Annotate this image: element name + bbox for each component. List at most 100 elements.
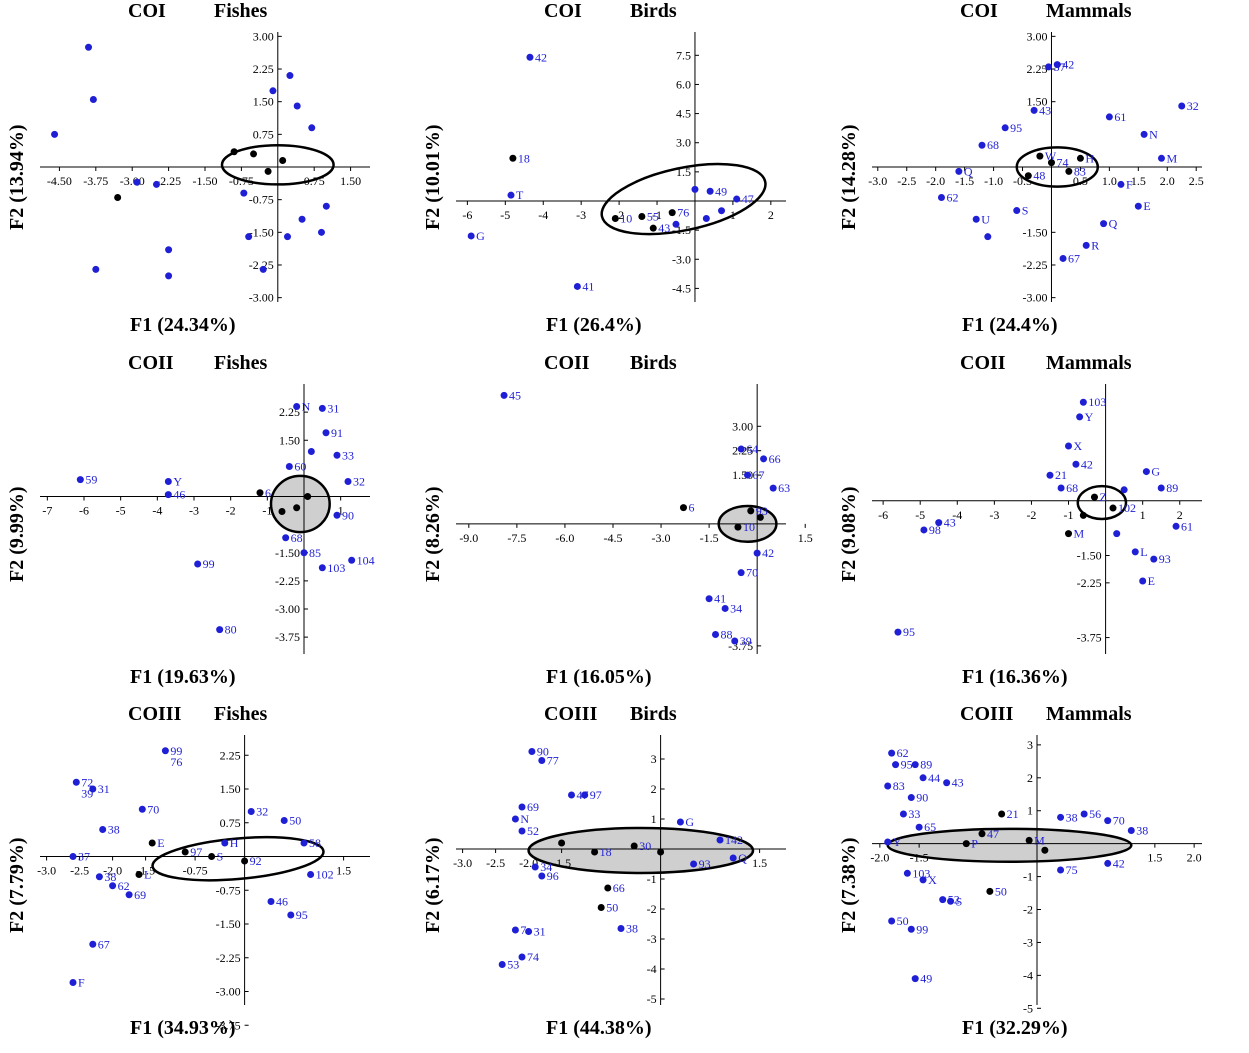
x-tick-label: -4	[152, 504, 162, 518]
x-tick-label: -1.5	[700, 531, 719, 545]
point-label: 62	[118, 879, 130, 893]
point-label: E	[1148, 574, 1155, 588]
data-point	[1134, 202, 1142, 210]
point-label: 75	[1066, 863, 1078, 877]
x-axis-label: F1 (19.63%)	[130, 666, 236, 688]
data-point	[649, 224, 657, 232]
data-point	[69, 853, 77, 860]
data-point	[892, 761, 900, 769]
point-label: 68	[1066, 481, 1078, 495]
data-point	[307, 448, 315, 455]
data-point	[1053, 61, 1061, 69]
data-point	[467, 232, 475, 240]
data-point	[888, 917, 896, 925]
point-label: 69	[527, 800, 539, 814]
point-label: 37	[78, 850, 90, 864]
point-label: 38	[104, 870, 116, 884]
y-tick-label: -1.50	[1022, 225, 1047, 239]
point-label: 52	[527, 824, 539, 838]
data-point	[194, 560, 202, 568]
point-label: L	[1140, 545, 1147, 559]
point-label: 103	[327, 561, 345, 575]
data-point	[164, 491, 172, 499]
panel-title-group: Mammals	[1046, 352, 1132, 374]
data-point	[282, 534, 290, 542]
y-tick-label: -3.00	[216, 985, 241, 999]
data-point	[1120, 486, 1128, 494]
data-point	[317, 228, 325, 236]
data-point	[706, 187, 714, 195]
y-tick-label: 2	[651, 782, 657, 796]
data-point	[1157, 154, 1165, 162]
data-point	[760, 455, 768, 463]
data-point	[1041, 846, 1049, 854]
point-label: M	[1166, 151, 1177, 165]
data-point	[538, 757, 546, 764]
point-label: 42	[762, 546, 774, 560]
data-point	[604, 884, 612, 892]
data-point	[1113, 530, 1121, 538]
data-point	[518, 803, 526, 811]
x-axis-label: F1 (32.29%)	[962, 1017, 1068, 1039]
x-tick-label: -1	[652, 208, 662, 222]
point-label: R	[1091, 238, 1099, 252]
panel-title-gene: COI	[128, 0, 166, 22]
data-point	[1024, 172, 1032, 180]
point-label: 38	[626, 922, 638, 936]
point-label: 74	[1056, 156, 1068, 170]
data-point	[1036, 152, 1044, 160]
data-point	[1030, 106, 1038, 114]
data-point	[250, 150, 258, 158]
scatter-plot: -3.0 -2.5 -2.0 -1.5 -1.0 -0.5 0.5 1.0 1.5 2.0 2.53…	[868, 29, 1203, 304]
confidence-ellipse	[269, 474, 331, 534]
x-tick-label: 0.5	[1073, 174, 1088, 188]
data-point	[1047, 159, 1055, 167]
point-label: 62	[946, 190, 958, 204]
point-label: 62	[897, 746, 909, 760]
data-point	[230, 148, 238, 156]
x-tick-label: 1	[338, 504, 344, 518]
point-label: 69	[134, 888, 146, 902]
data-point	[737, 569, 745, 577]
y-tick-label: -2	[647, 902, 657, 916]
point-label: N	[302, 400, 311, 414]
x-tick-label: -2.0	[103, 864, 122, 878]
x-tick-label: -3	[189, 504, 199, 518]
point-label: 66	[613, 881, 625, 895]
data-point	[935, 519, 943, 527]
y-tick-label: 1.50	[220, 782, 241, 796]
point-label: H	[1085, 151, 1094, 165]
point-label: 41	[582, 279, 594, 293]
point-label: 89	[920, 758, 932, 772]
x-tick-label: 2	[768, 208, 774, 222]
data-point	[528, 748, 536, 755]
point-label: 83	[1074, 164, 1086, 178]
x-tick-label: -0.75	[229, 174, 254, 188]
data-point	[531, 863, 539, 871]
data-point	[280, 817, 288, 824]
point-label: 102	[316, 868, 334, 882]
data-point	[72, 778, 80, 786]
y-tick-label: -4	[1023, 968, 1033, 982]
point-label: 50	[995, 884, 1007, 898]
point-label: 92	[250, 854, 262, 868]
panel-title-group: Mammals	[1046, 703, 1132, 725]
data-point	[284, 233, 291, 241]
point-label: 18	[518, 151, 530, 165]
data-point	[500, 391, 508, 399]
point-label: 42	[1113, 856, 1125, 870]
data-point	[638, 213, 646, 221]
data-point	[1046, 471, 1054, 479]
panel-title-group: Birds	[630, 352, 677, 374]
data-point	[769, 484, 777, 492]
data-point	[1157, 484, 1165, 492]
y-tick-label: -1.50	[275, 546, 300, 560]
point-label: G	[476, 229, 485, 243]
data-point	[978, 141, 986, 149]
point-label: 72	[81, 775, 93, 789]
x-tick-label: -2.5	[70, 864, 89, 878]
y-tick-label: -2.25	[216, 951, 241, 965]
panel-title-group: Fishes	[214, 0, 268, 22]
panel-title-gene: COIII	[960, 703, 1014, 725]
y-tick-label: -3.75	[1077, 631, 1102, 645]
